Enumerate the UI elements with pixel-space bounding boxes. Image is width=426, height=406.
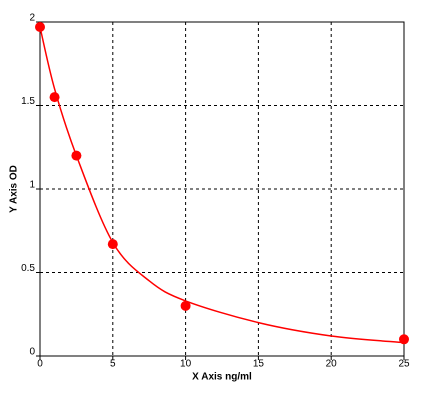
data-point <box>71 150 82 161</box>
x-tick-label: 0 <box>37 359 43 370</box>
y-tick-label: 1 <box>29 180 35 191</box>
plot-frame <box>39 21 405 357</box>
x-tick-label: 20 <box>326 359 338 370</box>
data-point <box>35 22 45 33</box>
fit-curve <box>39 26 405 344</box>
x-axis-title: X Axis ng/ml <box>192 372 252 383</box>
y-tick-label: 1.5 <box>21 96 35 107</box>
x-tick-label: 5 <box>110 359 116 370</box>
y-tick-label: 0 <box>29 347 35 358</box>
data-point <box>107 239 118 250</box>
data-point <box>180 300 191 311</box>
y-tick-label: 0.5 <box>21 263 35 274</box>
data-point <box>399 334 409 345</box>
x-tick-label: 15 <box>253 359 265 370</box>
y-axis-title: Y Axis OD <box>9 165 20 213</box>
data-point <box>49 92 60 103</box>
y-tick-label: 2 <box>29 13 35 24</box>
x-tick-label: 25 <box>398 359 410 370</box>
x-tick-label: 10 <box>180 359 192 370</box>
